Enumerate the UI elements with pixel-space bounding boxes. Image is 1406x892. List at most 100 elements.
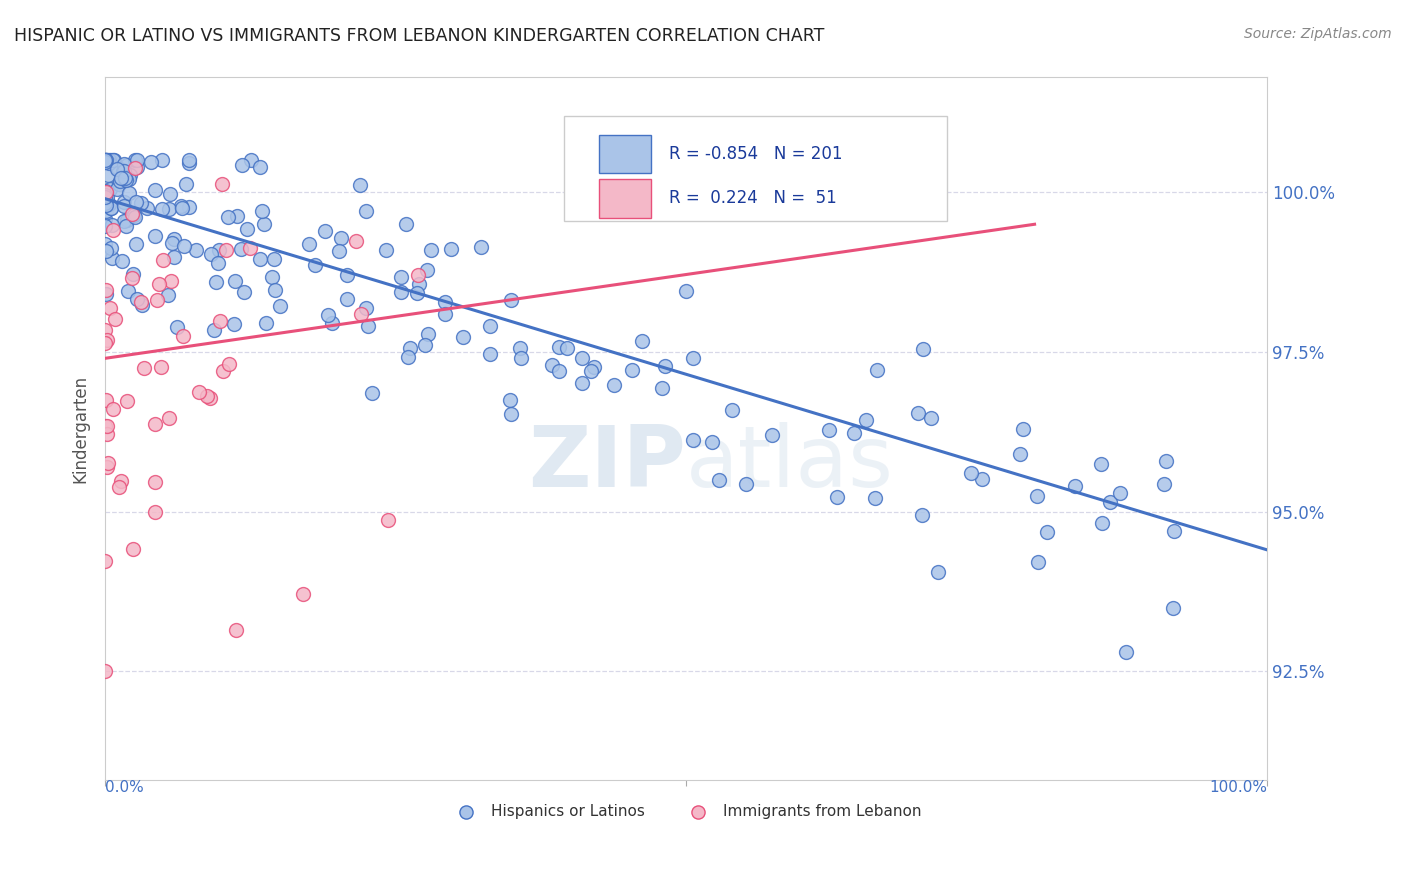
Point bbox=[94, 244, 117, 259]
Point bbox=[817, 423, 839, 437]
Point bbox=[112, 156, 135, 170]
Point bbox=[96, 459, 118, 474]
Point bbox=[231, 157, 253, 171]
Point bbox=[1163, 601, 1185, 615]
Point bbox=[94, 190, 117, 204]
Point bbox=[1090, 516, 1112, 530]
Point bbox=[217, 210, 239, 224]
Point bbox=[291, 587, 314, 601]
Point bbox=[361, 386, 384, 401]
Point bbox=[94, 664, 117, 678]
Point bbox=[603, 377, 626, 392]
Point bbox=[169, 199, 191, 213]
Point bbox=[406, 285, 429, 300]
Point bbox=[112, 195, 135, 210]
Point bbox=[707, 473, 730, 487]
Point bbox=[499, 293, 522, 308]
Point bbox=[132, 360, 155, 375]
Point bbox=[222, 318, 245, 332]
Point bbox=[96, 190, 118, 204]
Point bbox=[479, 347, 502, 361]
Point bbox=[389, 285, 412, 299]
Point bbox=[470, 239, 492, 253]
Point bbox=[396, 350, 419, 364]
Point bbox=[96, 283, 118, 297]
Point bbox=[121, 206, 143, 220]
Point bbox=[571, 376, 593, 390]
Point bbox=[927, 566, 949, 580]
Point bbox=[907, 406, 929, 420]
Point bbox=[107, 161, 129, 175]
Point bbox=[451, 330, 474, 344]
Point bbox=[1163, 524, 1185, 538]
Point bbox=[621, 363, 644, 377]
Point bbox=[98, 301, 121, 315]
Point bbox=[254, 316, 277, 330]
Point bbox=[249, 252, 271, 267]
Point bbox=[208, 243, 231, 257]
Point bbox=[211, 177, 233, 191]
Point bbox=[111, 253, 134, 268]
Point bbox=[541, 358, 564, 372]
Point bbox=[115, 173, 138, 187]
Point bbox=[682, 351, 704, 366]
Point bbox=[143, 504, 166, 518]
Point bbox=[700, 435, 723, 450]
Point bbox=[509, 341, 531, 355]
Point bbox=[269, 299, 291, 313]
Point bbox=[94, 212, 117, 227]
Point bbox=[391, 269, 413, 284]
Point bbox=[112, 214, 135, 228]
Point bbox=[188, 384, 211, 399]
Point bbox=[96, 287, 118, 301]
Point bbox=[548, 340, 571, 354]
Point bbox=[208, 314, 231, 328]
Point bbox=[125, 194, 148, 209]
Point bbox=[498, 393, 520, 408]
Point bbox=[94, 196, 117, 211]
Point bbox=[225, 623, 247, 637]
Point bbox=[434, 294, 457, 309]
Point bbox=[101, 153, 124, 168]
Point bbox=[94, 153, 117, 168]
Point bbox=[114, 170, 136, 185]
Point bbox=[114, 219, 136, 234]
Point bbox=[357, 318, 380, 333]
Text: 0.0%: 0.0% bbox=[105, 780, 143, 795]
Point bbox=[100, 241, 122, 255]
Point bbox=[97, 168, 120, 182]
Point bbox=[100, 201, 122, 215]
Point bbox=[318, 309, 340, 323]
Point bbox=[212, 364, 235, 378]
Point bbox=[157, 202, 180, 217]
Point bbox=[350, 307, 373, 321]
Point bbox=[100, 153, 122, 168]
Point bbox=[478, 319, 501, 334]
Point bbox=[654, 359, 676, 373]
Point bbox=[115, 213, 138, 227]
Point bbox=[395, 217, 418, 231]
Point bbox=[263, 252, 285, 266]
Point bbox=[129, 295, 152, 310]
Point bbox=[329, 231, 352, 245]
Point bbox=[264, 283, 287, 297]
Point bbox=[328, 244, 350, 258]
Point bbox=[104, 312, 127, 326]
Point bbox=[98, 153, 121, 168]
Point bbox=[94, 153, 117, 168]
Point bbox=[94, 185, 117, 199]
Point bbox=[121, 267, 143, 281]
Point bbox=[94, 153, 117, 168]
Point bbox=[100, 251, 122, 265]
Point bbox=[434, 307, 457, 321]
Point bbox=[127, 292, 149, 306]
Point bbox=[418, 326, 440, 341]
Point bbox=[129, 195, 152, 210]
Point bbox=[1108, 486, 1130, 500]
Point bbox=[150, 202, 173, 216]
Point bbox=[651, 381, 673, 395]
Point bbox=[103, 153, 125, 168]
Point bbox=[162, 250, 184, 264]
Legend: Hispanics or Latinos, Immigrants from Lebanon: Hispanics or Latinos, Immigrants from Le… bbox=[444, 797, 927, 824]
Point bbox=[420, 243, 443, 257]
